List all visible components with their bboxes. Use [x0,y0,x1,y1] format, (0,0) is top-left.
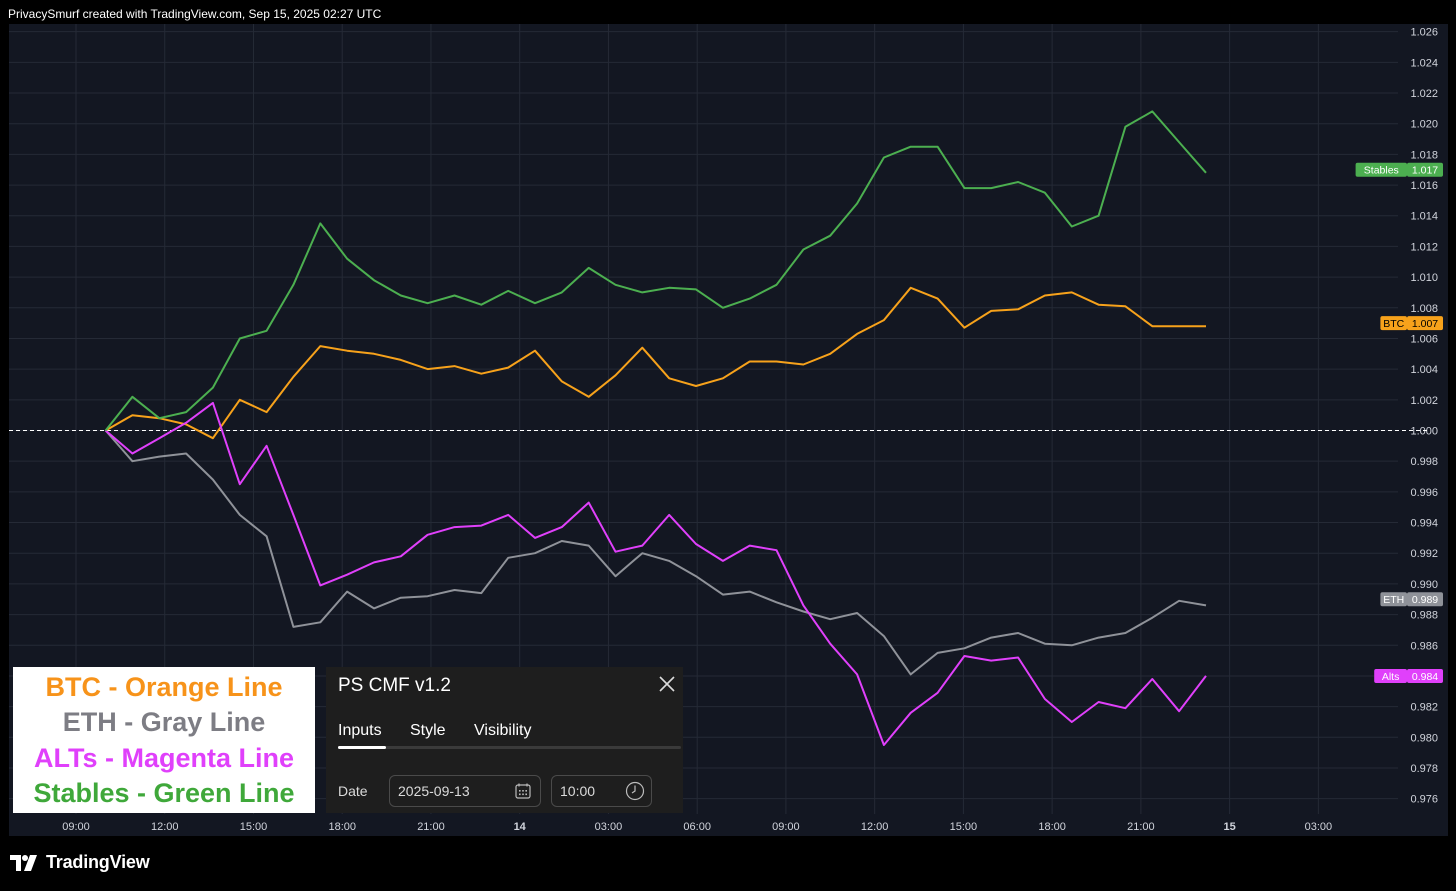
y-tick-label: 0.996 [1410,487,1438,499]
y-tick-label: 0.988 [1410,610,1438,622]
legend-item-btc: BTC - Orange Line [45,671,283,702]
date-input[interactable] [398,783,498,799]
header-attribution: PrivacySmurf created with TradingView.co… [8,7,382,21]
last-value-tag-eth: ETH 0.989 [1380,592,1443,607]
calendar-icon[interactable] [514,782,532,800]
tab-inputs[interactable]: Inputs [338,722,382,739]
tag-name: Stables [1364,165,1399,177]
x-tick-label: 09:00 [772,821,800,833]
y-tick-label: 1.016 [1410,180,1438,192]
tag-name-box [1355,162,1407,177]
legend-item-eth: ETH - Gray Line [62,707,266,738]
y-tick-label: 0.978 [1410,763,1438,775]
y-tick-label: 1.012 [1410,241,1438,253]
tag-value-box [1407,316,1443,331]
x-tick-label: 14 [514,821,527,833]
tag-value: 0.989 [1412,594,1438,606]
x-tick-label: 18:00 [1038,821,1066,833]
y-tick-label: 1.000 [1410,426,1438,438]
y-tick-label: 1.026 [1410,27,1438,39]
y-axis: 1.026 1.024 1.022 1.020 1.018 1.016 1.014 1.012… [1410,27,1438,806]
brand-name: TradingView [46,852,150,872]
tab-visibility[interactable]: Visibility [474,722,532,739]
y-tick-label: 1.014 [1410,211,1438,223]
last-value-tag-stables: Stables 1.017 [1355,162,1443,177]
y-tick-label: 1.002 [1410,395,1438,407]
x-tick-label: 12:00 [861,821,889,833]
tag-name-box [1380,592,1407,607]
x-tick-label: 03:00 [1305,821,1333,833]
y-tick-label: 1.010 [1410,272,1438,284]
date-label: Date [338,783,368,799]
x-tick-label: 21:00 [1127,821,1155,833]
tag-name: BTC [1383,318,1404,330]
series-line-stables [104,110,1207,432]
tag-value-box [1407,592,1443,607]
tag-value: 1.017 [1412,165,1438,177]
indicator-settings-dialog[interactable]: PS CMF v1.2 Inputs Style Visibility Date [326,667,683,813]
y-tick-label: 0.990 [1410,579,1438,591]
last-value-tag-alts: Alts 0.984 [1374,668,1443,683]
y-tick-label: 0.976 [1410,794,1438,806]
last-value-tags: BTC 1.007 ETH 0.989 Alts 0.984 Stables 1.017 [1355,162,1443,683]
x-tick-label: 15:00 [950,821,978,833]
x-tick-label: 03:00 [595,821,623,833]
tag-name-box [1380,316,1407,331]
legend-item-stables: Stables - Green Line [33,778,295,809]
x-tick-label: 15 [1223,821,1235,833]
y-tick-label: 0.980 [1410,732,1438,744]
last-value-tag-btc: BTC 1.007 [1380,316,1443,331]
x-tick-label: 21:00 [417,821,445,833]
y-tick-label: 1.022 [1410,88,1438,100]
x-tick-label: 09:00 [62,821,90,833]
tag-value: 0.984 [1412,671,1438,683]
date-field[interactable] [389,775,541,807]
y-tick-label: 1.004 [1410,364,1438,376]
y-tick-label: 0.998 [1410,456,1438,468]
y-tick-label: 1.006 [1410,333,1438,345]
active-tab-indicator [338,746,386,749]
x-tick-label: 12:00 [151,821,179,833]
tag-value: 1.007 [1412,318,1438,330]
y-tick-label: 1.024 [1410,57,1438,69]
y-tick-label: 0.994 [1410,518,1438,530]
footer-brand: TradingView [10,852,150,873]
y-tick-label: 1.018 [1410,149,1438,161]
close-icon[interactable] [657,674,677,694]
legend-item-alts: ALTs - Magenta Line [33,742,294,773]
series-lines[interactable] [104,110,1207,746]
x-tick-label: 06:00 [683,821,711,833]
x-tick-label: 18:00 [328,821,356,833]
tab-track [338,746,681,749]
clock-icon[interactable] [625,781,645,801]
tag-value-box [1407,162,1443,177]
tradingview-logo-icon [10,854,37,871]
series-line-btc [105,286,1206,440]
y-tick-label: 0.992 [1410,548,1438,560]
tag-name-box [1374,668,1407,683]
tag-name: ETH [1383,594,1404,606]
series-line-alts [104,401,1207,746]
tab-style[interactable]: Style [410,722,446,739]
y-tick-label: 0.982 [1410,702,1438,714]
time-field[interactable] [551,775,652,807]
y-tick-label: 1.020 [1410,119,1438,131]
legend-overlay: BTC - Orange Line ETH - Gray Line ALTs -… [13,667,315,813]
dialog-title: PS CMF v1.2 [338,675,451,696]
tag-name: Alts [1382,671,1400,683]
x-axis: 09:00 12:00 15:00 18:00 21:00 14 03:00 06:00 09:… [62,821,1332,833]
x-tick-label: 15:00 [240,821,268,833]
series-line-eth [104,429,1207,676]
chart-grid [9,24,1398,814]
tag-value-box [1407,668,1443,683]
y-tick-label: 0.986 [1410,640,1438,652]
time-input[interactable] [560,783,620,799]
y-tick-label: 1.008 [1410,303,1438,315]
